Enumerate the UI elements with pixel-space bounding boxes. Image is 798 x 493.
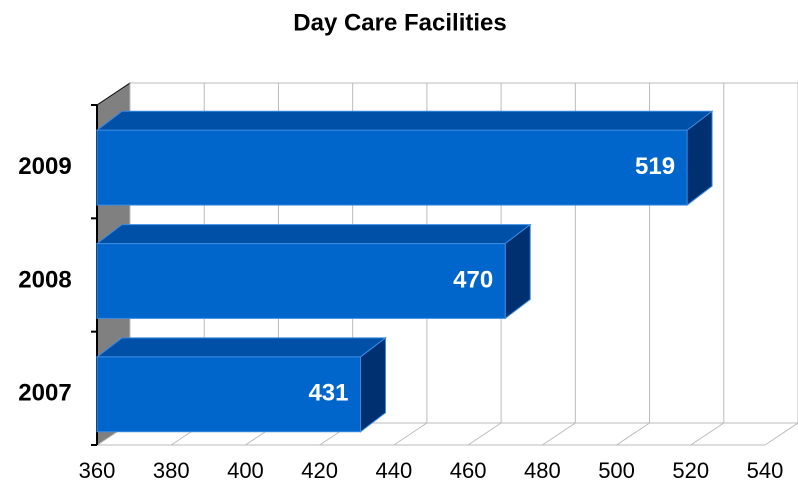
y-tick-label: 2009	[18, 153, 71, 180]
x-tick-label: 540	[747, 458, 784, 483]
x-tick-label: 400	[227, 458, 264, 483]
x-tick-label: 440	[376, 458, 413, 483]
x-tick-label: 460	[450, 458, 487, 483]
bar	[96, 356, 361, 433]
floor-line	[542, 422, 576, 446]
floor-line	[393, 422, 428, 446]
chart-title: Day Care Facilities	[293, 9, 506, 36]
x-tick-label: 380	[153, 458, 190, 483]
y-tick-label: 2008	[18, 266, 71, 293]
x-tick-label: 500	[598, 458, 635, 483]
y-tick-label: 2007	[18, 380, 71, 407]
x-tick-label: 480	[524, 458, 561, 483]
bar	[96, 129, 688, 206]
value-label: 470	[453, 266, 493, 293]
x-tick-label: 420	[301, 458, 338, 483]
value-label: 431	[308, 380, 348, 407]
floor-line	[690, 422, 725, 446]
x-tick-label: 520	[672, 458, 709, 483]
floor-line	[616, 422, 650, 446]
value-label: 519	[635, 153, 675, 180]
floor-line	[764, 422, 798, 446]
bar-top	[95, 337, 387, 358]
bar-top	[95, 224, 532, 245]
bar	[96, 243, 506, 319]
x-tick-label: 360	[79, 458, 116, 483]
floor-line	[467, 422, 502, 446]
bar-top	[95, 110, 714, 131]
